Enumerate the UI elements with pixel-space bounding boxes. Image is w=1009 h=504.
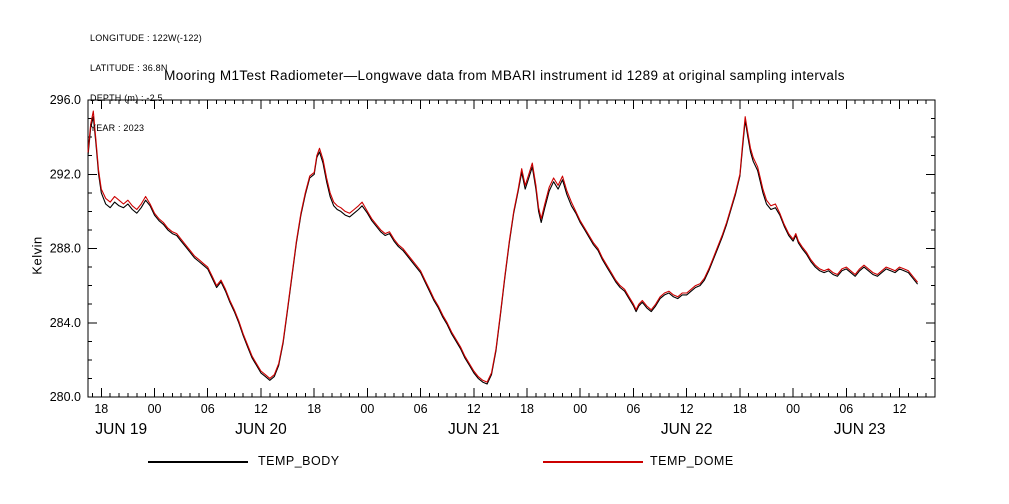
axis-labels: 18 00 06 12 18 00 06 12 18 00 06 12 18 00 06 12 JUN 19 JU… <box>50 93 907 438</box>
y-tick-label: 288.0 <box>50 242 81 256</box>
x-tick-label: 06 <box>201 402 215 416</box>
x-tick-label: 00 <box>360 402 374 416</box>
x-tick-label: 12 <box>893 402 907 416</box>
x-day-label: JUN 20 <box>235 421 287 438</box>
y-tick-label: 292.0 <box>50 167 81 181</box>
x-tick-label: 12 <box>680 402 694 416</box>
legend-label-temp-body: TEMP_BODY <box>258 454 340 468</box>
x-day-label: JUN 22 <box>661 421 713 438</box>
axes <box>87 99 936 398</box>
chart-title: Mooring M1Test Radiometer—Longwave data … <box>164 68 845 83</box>
metadata-year: YEAR : 2023 <box>90 123 145 133</box>
x-day-label: JUN 21 <box>448 421 500 438</box>
metadata-longitude: LONGITUDE : 122W(-122) <box>90 33 202 43</box>
series-temp-body-line <box>87 116 918 385</box>
x-tick-label: 00 <box>786 402 800 416</box>
series-temp-dome-line <box>87 110 918 383</box>
x-tick-label: 06 <box>414 402 428 416</box>
x-tick-label: 18 <box>307 402 321 416</box>
axis-box <box>87 99 936 398</box>
x-tick-label: 18 <box>733 402 747 416</box>
station-metadata: LONGITUDE : 122W(-122) LATITUDE : 36.8N … <box>90 13 202 153</box>
x-tick-label: 18 <box>94 402 108 416</box>
x-tick-label: 00 <box>573 402 587 416</box>
x-day-label: JUN 23 <box>834 421 886 438</box>
y-tick-label: 280.0 <box>50 390 81 404</box>
x-tick-label: 12 <box>467 402 481 416</box>
y-tick-label: 284.0 <box>50 316 81 330</box>
legend-label-temp-dome: TEMP_DOME <box>650 454 734 468</box>
x-tick-label: 06 <box>839 402 853 416</box>
x-day-label: JUN 19 <box>95 421 147 438</box>
legend-line-temp-dome <box>543 461 643 463</box>
x-tick-label: 18 <box>520 402 534 416</box>
metadata-latitude: LATITUDE : 36.8N <box>90 63 168 73</box>
x-tick-label: 00 <box>148 402 162 416</box>
x-tick-label: 06 <box>626 402 640 416</box>
legend-line-temp-body <box>148 461 248 463</box>
x-tick-label: 12 <box>254 402 268 416</box>
metadata-depth: DEPTH (m) : -2.5 <box>90 93 163 103</box>
y-axis-label: Kelvin <box>29 236 45 275</box>
y-tick-label: 296.0 <box>50 93 81 107</box>
